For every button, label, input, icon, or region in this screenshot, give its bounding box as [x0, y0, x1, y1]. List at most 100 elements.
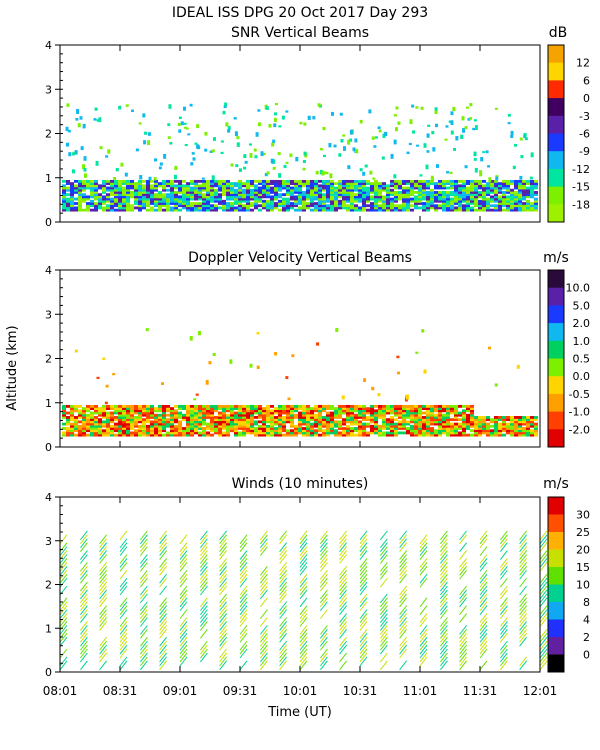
data-cell	[246, 411, 250, 415]
data-cell	[62, 202, 66, 205]
data-cell	[282, 202, 286, 205]
data-cell	[394, 411, 398, 415]
data-cell	[70, 416, 74, 419]
data-cell	[138, 427, 142, 430]
data-cell	[350, 418, 354, 422]
wind-barb	[359, 648, 368, 659]
data-cell	[406, 413, 410, 417]
data-cell	[169, 142, 173, 145]
data-cell	[506, 197, 510, 201]
data-cell	[254, 155, 258, 159]
data-cell	[402, 424, 406, 428]
wind-barb	[440, 597, 448, 608]
data-cell	[426, 199, 430, 203]
data-cell	[266, 420, 270, 424]
data-cell	[402, 202, 406, 205]
data-cell	[82, 416, 86, 419]
data-cell	[486, 184, 490, 188]
data-cell	[378, 411, 382, 415]
data-cell	[364, 164, 368, 168]
wind-barb	[320, 554, 328, 564]
data-cell	[314, 208, 318, 212]
data-cell	[202, 186, 206, 190]
data-cell	[534, 433, 538, 437]
data-cell	[386, 186, 390, 190]
data-cell	[146, 191, 150, 194]
data-cell	[70, 206, 74, 210]
data-cell	[98, 420, 102, 424]
data-cell	[482, 186, 486, 190]
data-cell	[374, 186, 378, 190]
data-cell	[98, 195, 102, 199]
data-cell	[453, 148, 457, 151]
data-cell	[346, 186, 350, 190]
wind-barb	[59, 656, 68, 667]
data-cell	[306, 184, 310, 188]
data-cell	[507, 122, 511, 125]
wind-barb	[359, 562, 368, 572]
data-cell	[258, 191, 262, 194]
data-cell	[86, 427, 90, 430]
wind-barb	[140, 648, 148, 659]
data-cell	[510, 134, 514, 138]
data-cell	[218, 416, 222, 419]
data-cell	[174, 420, 178, 424]
data-cell	[410, 411, 414, 415]
data-cell	[214, 179, 218, 183]
data-cell	[374, 208, 378, 212]
data-cell	[302, 418, 306, 422]
data-cell	[196, 124, 200, 128]
time-axis-ticks: 08:01 08:31 09:01 09:31 10:01 10:31 11:01 11:31…	[43, 684, 558, 698]
data-cell	[406, 197, 410, 201]
data-cell	[406, 204, 410, 208]
data-cell	[430, 422, 434, 426]
data-cell	[382, 433, 386, 437]
data-cell	[302, 431, 306, 435]
data-cell	[526, 431, 530, 435]
data-cell	[426, 409, 430, 413]
data-cell	[310, 204, 314, 208]
data-cell	[498, 429, 502, 433]
data-cell	[506, 182, 510, 185]
data-cell	[254, 407, 258, 410]
data-cell	[338, 182, 342, 185]
data-cell	[306, 193, 310, 197]
colorbar-label: -18	[572, 198, 590, 211]
data-cell	[290, 404, 294, 408]
data-cell	[82, 433, 86, 437]
wind-barb	[140, 629, 148, 639]
data-cell	[254, 197, 258, 201]
data-cell	[146, 429, 150, 433]
data-cell	[254, 409, 258, 413]
data-cell	[275, 103, 279, 106]
data-cell	[312, 116, 316, 120]
y-tick-label: 0	[45, 666, 52, 679]
data-cell	[514, 204, 518, 208]
data-cell	[510, 208, 514, 212]
data-cell	[110, 193, 114, 197]
data-cell	[378, 195, 382, 199]
data-cell	[322, 195, 326, 199]
data-cell	[94, 407, 98, 410]
data-cell	[190, 411, 194, 415]
data-cell	[518, 179, 522, 183]
data-cell	[190, 427, 194, 430]
data-cell	[338, 204, 342, 208]
data-cell	[410, 204, 414, 208]
data-cell	[415, 351, 419, 354]
data-cell	[530, 431, 534, 435]
data-cell	[286, 418, 290, 422]
data-cell	[150, 424, 154, 428]
data-cell	[82, 407, 86, 410]
data-cell	[478, 184, 482, 188]
data-cell	[418, 420, 422, 424]
data-cell	[274, 427, 278, 430]
data-cell	[62, 186, 66, 190]
data-cell	[314, 407, 318, 410]
data-cell	[354, 184, 358, 188]
wind-barb	[260, 652, 268, 663]
wind-barb	[339, 585, 347, 596]
wind-barb	[279, 609, 287, 619]
wind-barb	[200, 613, 208, 623]
data-cell	[254, 193, 258, 197]
